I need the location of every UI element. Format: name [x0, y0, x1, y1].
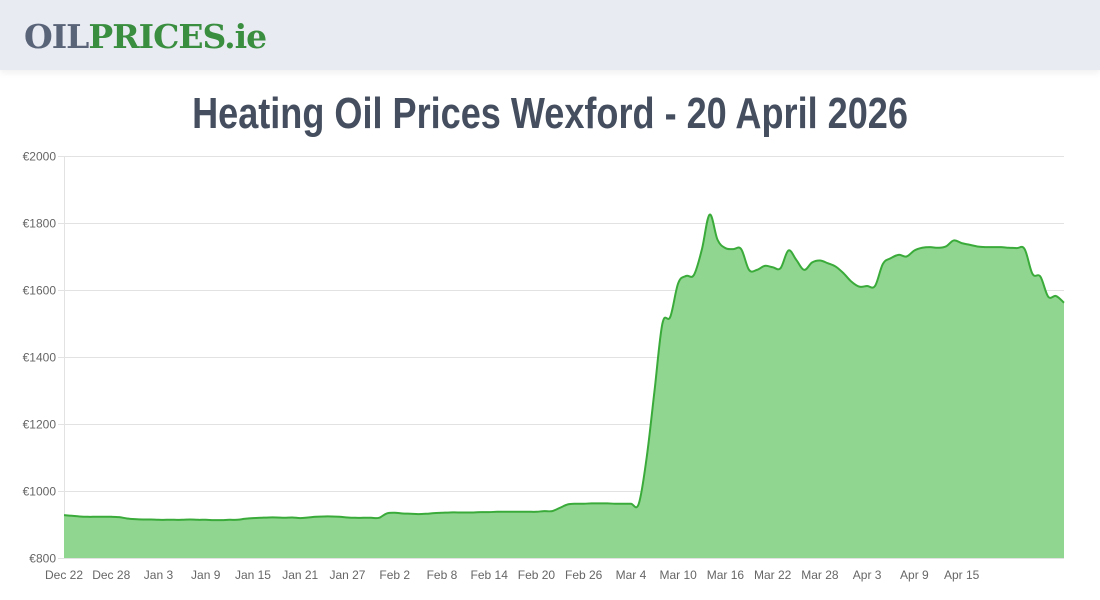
x-tick-label: Feb 26 — [565, 568, 603, 582]
y-tick-label: €800 — [29, 552, 56, 566]
x-tick-label: Apr 9 — [900, 568, 929, 582]
x-tick-label: Mar 28 — [801, 568, 839, 582]
y-axis: €800 €1000 €1200 €1400 €1600 €1800 €2000 — [23, 150, 57, 566]
y-tick-label: €2000 — [23, 150, 57, 164]
price-line — [63, 213, 1065, 522]
x-tick-label: Mar 10 — [659, 568, 697, 582]
x-tick-label: Feb 14 — [471, 568, 509, 582]
x-tick-label: Feb 20 — [518, 568, 556, 582]
x-tick-label: Jan 21 — [282, 568, 318, 582]
y-tick-label: €1600 — [23, 284, 57, 298]
logo-oil-text: OIL — [24, 17, 89, 56]
x-tick-label: Jan 27 — [329, 568, 365, 582]
y-tick-label: €1400 — [23, 351, 57, 365]
x-axis: Dec 22 Dec 28 Jan 3 Jan 9 Jan 15 Jan 21 Jan 27… — [45, 568, 980, 582]
y-tick-label: €1200 — [23, 418, 57, 432]
logo-prices-text: PRICES.ie — [88, 17, 267, 56]
x-tick-label: Mar 4 — [616, 568, 647, 582]
page-title: Heating Oil Prices Wexford - 20 April 20… — [192, 89, 908, 138]
site-logo[interactable]: OILPRICES.ie — [24, 17, 267, 57]
x-tick-label: Mar 22 — [754, 568, 792, 582]
y-tick-label: €1000 — [23, 485, 57, 499]
x-tick-label: Feb 8 — [427, 568, 458, 582]
site-header: OILPRICES.ie — [0, 0, 1100, 70]
x-tick-label: Dec 22 — [45, 568, 83, 582]
x-tick-label: Dec 28 — [92, 568, 130, 582]
x-tick-label: Mar 16 — [707, 568, 745, 582]
x-tick-label: Jan 15 — [235, 568, 271, 582]
y-tick-label: €1800 — [23, 217, 57, 231]
x-tick-label: Feb 2 — [379, 568, 410, 582]
x-tick-label: Apr 3 — [853, 568, 882, 582]
x-tick-label: Jan 3 — [144, 568, 174, 582]
price-area-fill — [64, 214, 1064, 558]
x-tick-label: Apr 15 — [944, 568, 980, 582]
x-tick-label: Jan 9 — [191, 568, 221, 582]
